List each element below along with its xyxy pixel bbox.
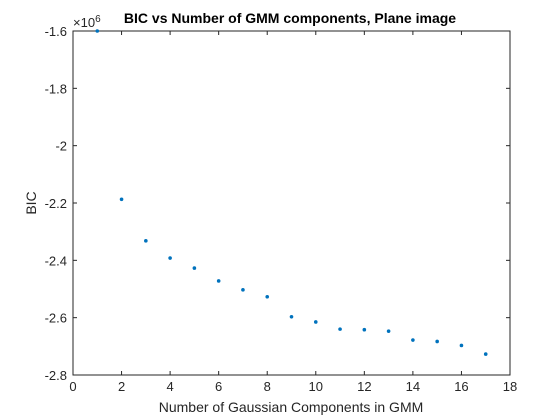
y-tick-label: -2.2 <box>45 196 67 211</box>
data-point <box>411 338 415 342</box>
data-point <box>241 288 245 292</box>
plot-area <box>73 31 510 375</box>
y-ticks: -2.8 -2.6 -2.4 -2.2 -2 -1.8 -1.6 <box>45 24 510 383</box>
x-tick-label: 8 <box>264 379 271 394</box>
data-point <box>95 29 100 33</box>
y-tick-label: -2.4 <box>45 253 67 268</box>
data-point <box>313 320 318 324</box>
data-point <box>435 339 439 344</box>
x-tick-label: 14 <box>406 379 420 394</box>
y-tick-label: -2.6 <box>45 311 67 326</box>
chart-title: BIC vs Number of GMM components, Plane i… <box>124 10 456 26</box>
y-axis-label: BIC <box>23 191 39 214</box>
x-tick-label: 18 <box>503 379 517 394</box>
data-points <box>95 29 488 356</box>
y-tick-label: -2 <box>55 139 67 154</box>
x-tick-label: 6 <box>215 379 222 394</box>
data-point <box>483 352 488 356</box>
x-ticks: 0 2 4 6 8 10 12 14 16 18 <box>69 31 517 394</box>
y-exponent-base: ×10 <box>73 15 95 30</box>
data-point <box>459 343 464 348</box>
data-point <box>362 327 367 332</box>
data-point <box>338 327 342 331</box>
y-tick-label: -1.6 <box>45 24 67 39</box>
y-tick-label: -1.8 <box>45 81 67 96</box>
x-tick-label: 0 <box>69 379 76 394</box>
data-point <box>192 266 197 270</box>
y-exponent-power: 6 <box>95 14 101 25</box>
data-point <box>289 315 294 319</box>
x-tick-label: 2 <box>118 379 125 394</box>
y-tick-label: -2.8 <box>45 368 67 383</box>
y-exponent-label: ×106 <box>73 14 101 30</box>
data-point <box>386 329 391 333</box>
x-tick-label: 16 <box>454 379 468 394</box>
x-tick-label: 10 <box>309 379 323 394</box>
x-tick-label: 4 <box>166 379 173 394</box>
data-point <box>144 239 148 243</box>
data-point <box>265 294 270 299</box>
x-tick-label: 12 <box>357 379 371 394</box>
data-point <box>119 197 124 202</box>
data-point <box>168 256 172 260</box>
x-axis-label: Number of Gaussian Components in GMM <box>159 399 424 415</box>
data-point <box>216 279 221 283</box>
